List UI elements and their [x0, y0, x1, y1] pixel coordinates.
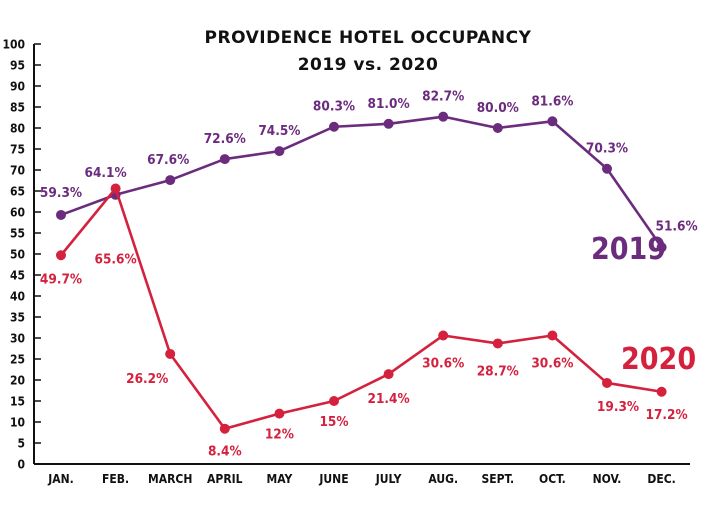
data-label: 26.2% — [126, 371, 168, 387]
data-label: 82.7% — [422, 89, 464, 105]
data-point — [438, 330, 449, 341]
data-label: 51.6% — [656, 218, 698, 234]
series-line-2019 — [59, 115, 663, 249]
data-label: 30.6% — [531, 355, 573, 371]
x-tick-label: AUG. — [428, 472, 458, 486]
data-label: 64.1% — [85, 165, 127, 181]
series-2020: 49.7% 65.6% 26.2% 8.4% 12% 15% 21.4% 30.6% 28.7%… — [40, 183, 688, 460]
data-label: 80.0% — [477, 100, 519, 116]
data-label: 15% — [319, 414, 348, 430]
data-label: 59.3% — [40, 185, 82, 201]
x-tick-label: APRIL — [207, 472, 243, 486]
data-label: 19.3% — [597, 399, 639, 415]
y-tick-label: 65 — [10, 185, 25, 199]
data-label: 80.3% — [313, 99, 355, 115]
y-tick-label: 75 — [10, 143, 25, 157]
y-tick-label: 30 — [10, 332, 25, 346]
x-tick-label: JUNE — [318, 472, 348, 486]
data-label: 72.6% — [204, 131, 246, 147]
x-tick-label: MAY — [267, 472, 293, 486]
y-tick-label: 90 — [10, 80, 25, 94]
y-axis-ticks: 0 5 10 15 20 25 30 35 40 45 50 55 60 65 70 75 80 85 90 95 10… — [2, 38, 41, 472]
data-point — [602, 163, 612, 174]
chart-subtitle: 2019 vs. 2020 — [298, 55, 439, 75]
x-tick-label: MARCH — [148, 472, 192, 486]
data-label: 30.6% — [422, 355, 464, 371]
y-tick-label: 80 — [10, 122, 25, 136]
y-tick-label: 45 — [10, 269, 25, 283]
data-point — [329, 396, 339, 406]
data-point — [383, 369, 394, 380]
data-point — [274, 146, 285, 157]
data-label: 67.6% — [147, 152, 189, 168]
data-point — [165, 348, 176, 359]
x-tick-label: NOV. — [593, 472, 622, 486]
y-tick-label: 100 — [2, 38, 25, 52]
x-tick-label: SEPT. — [481, 472, 514, 486]
y-tick-label: 20 — [10, 374, 25, 388]
data-point — [547, 116, 558, 127]
y-tick-label: 95 — [10, 59, 25, 73]
data-point — [110, 183, 121, 194]
x-tick-label: JULY — [375, 472, 402, 486]
data-point — [492, 123, 503, 133]
data-point — [602, 377, 612, 388]
data-label: 49.7% — [40, 271, 82, 287]
y-tick-label: 35 — [10, 311, 25, 325]
y-tick-label: 70 — [10, 164, 25, 178]
y-tick-label: 85 — [10, 101, 25, 115]
data-point — [219, 154, 230, 165]
x-tick-label: OCT. — [539, 472, 566, 486]
data-label: 21.4% — [368, 391, 410, 407]
x-tick-label: FEB. — [102, 472, 129, 486]
y-tick-label: 5 — [17, 437, 25, 451]
data-label: 17.2% — [646, 407, 688, 423]
data-label: 12% — [265, 427, 294, 443]
data-label: 74.5% — [258, 123, 300, 139]
series-layer: 59.3%64.1% 67.6% 72.6% 74.5% 80.3% 81.0% 82.7%… — [40, 89, 698, 460]
chart-title: PROVIDENCE HOTEL OCCUPANCY — [205, 28, 532, 48]
y-tick-label: 10 — [10, 416, 25, 430]
data-point — [219, 423, 230, 434]
data-point — [56, 209, 66, 220]
y-tick-label: 50 — [10, 248, 25, 262]
y-tick-label: 25 — [10, 353, 25, 367]
data-label: 65.6% — [95, 251, 137, 267]
data-point — [492, 338, 503, 349]
x-tick-label: JAN. — [47, 472, 74, 486]
series-2019: 59.3%64.1% 67.6% 72.6% 74.5% 80.3% 81.0% 82.7%… — [40, 89, 698, 253]
data-point — [438, 111, 449, 122]
data-point — [547, 330, 558, 341]
data-point — [656, 386, 667, 397]
y-tick-label: 60 — [10, 206, 25, 220]
data-point — [383, 118, 394, 129]
data-label: 28.7% — [477, 363, 519, 379]
data-label: 70.3% — [586, 141, 628, 157]
series-label-2019: 2019 — [591, 232, 666, 267]
y-tick-label: 40 — [10, 290, 25, 304]
y-tick-label: 55 — [10, 227, 25, 241]
series-line-2020 — [59, 187, 663, 431]
data-point — [165, 175, 176, 186]
data-label: 81.0% — [368, 96, 410, 112]
data-label: 81.6% — [531, 93, 573, 109]
x-axis-ticks: JAN. FEB. MARCH APRIL MAY JUNE JULY AUG. SEPT. OC… — [47, 472, 676, 486]
y-tick-label: 0 — [17, 458, 25, 472]
y-tick-label: 15 — [10, 395, 25, 409]
data-point — [274, 408, 285, 419]
data-label: 8.4% — [208, 444, 242, 460]
data-point — [329, 121, 339, 132]
series-label-2020: 2020 — [621, 342, 696, 377]
x-tick-label: DEC. — [647, 472, 675, 486]
data-point — [56, 250, 66, 261]
data-point — [656, 242, 667, 253]
